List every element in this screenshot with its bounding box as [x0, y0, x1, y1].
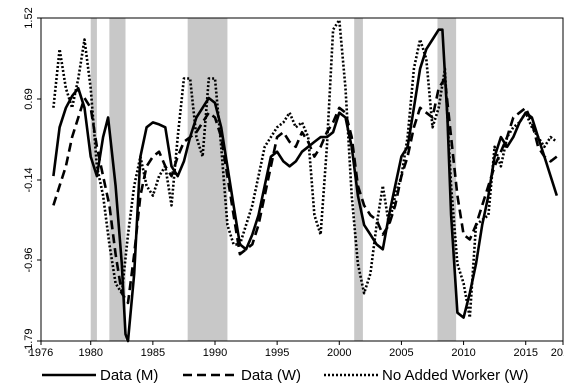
x-tick-label: 2000: [327, 347, 351, 359]
recession-band: [90, 18, 97, 341]
x-tick-label: 1980: [78, 347, 102, 359]
y-tick-label: 0.69: [23, 88, 35, 109]
y-tick-label: -0.14: [23, 167, 35, 192]
y-tick-label: -0.96: [23, 247, 35, 272]
recession-shading: [90, 18, 457, 341]
recession-band: [187, 18, 228, 341]
legend-label: Data (W): [241, 367, 301, 384]
recession-band: [354, 18, 363, 341]
x-tick-label: 1976: [29, 347, 53, 359]
x-tick-label: 2010: [451, 347, 475, 359]
y-tick-label: 1.52: [23, 7, 35, 28]
x-tick-label: 2018: [551, 347, 564, 359]
series-line-dotted: [52, 18, 558, 319]
series-lines: [52, 18, 559, 343]
legend: Data (M) Data (W) No Added Worker (W): [42, 367, 528, 384]
x-tick-label: 1985: [141, 347, 165, 359]
recession-band: [437, 18, 457, 341]
x-axis: 1976 1980 1985 1990 1995 2000 2005 2010 2015 2018: [29, 341, 564, 359]
x-tick-label: 2015: [513, 347, 537, 359]
legend-label: Data (M): [100, 367, 158, 384]
x-tick-label: 1995: [265, 347, 289, 359]
x-tick-label: 2005: [389, 347, 413, 359]
x-tick-label: 1990: [203, 347, 227, 359]
series-line-solid: [52, 28, 559, 343]
y-tick-label: -1.79: [23, 328, 35, 353]
y-axis: -1.79 -0.96 -0.14 0.69 1.52: [23, 7, 41, 354]
legend-label: No Added Worker (W): [382, 367, 528, 384]
series-line-dashed: [52, 77, 558, 305]
